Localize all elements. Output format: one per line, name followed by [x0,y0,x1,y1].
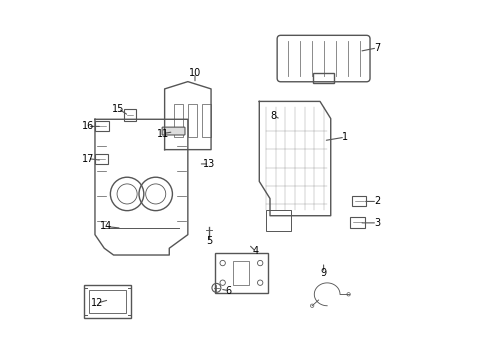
Bar [84,285,131,318]
Text: 9: 9 [320,268,327,278]
Text: 5: 5 [206,236,212,246]
Text: 7: 7 [374,43,380,53]
Text: 16: 16 [82,121,94,131]
Bar [89,290,126,313]
Text: 13: 13 [203,159,216,169]
Text: 6: 6 [226,286,232,296]
Text: 12: 12 [91,298,103,308]
Bar [124,109,136,121]
Bar [267,210,292,231]
Text: 15: 15 [112,104,124,113]
Text: 17: 17 [82,154,94,163]
Text: 1: 1 [342,132,348,142]
Bar [352,197,367,206]
Bar [202,104,211,138]
Bar [174,104,183,138]
Text: 14: 14 [99,221,112,231]
Text: 11: 11 [157,129,169,139]
Bar [188,104,197,138]
Bar [215,253,268,293]
Bar [313,73,334,83]
Text: 8: 8 [270,111,277,121]
Bar [233,261,249,285]
Text: 2: 2 [374,197,380,206]
Bar [350,217,365,228]
Text: 4: 4 [253,247,259,256]
Bar [95,154,108,164]
Text: 3: 3 [374,218,380,228]
FancyBboxPatch shape [162,127,185,135]
Bar [96,121,109,131]
Text: 10: 10 [189,68,201,78]
